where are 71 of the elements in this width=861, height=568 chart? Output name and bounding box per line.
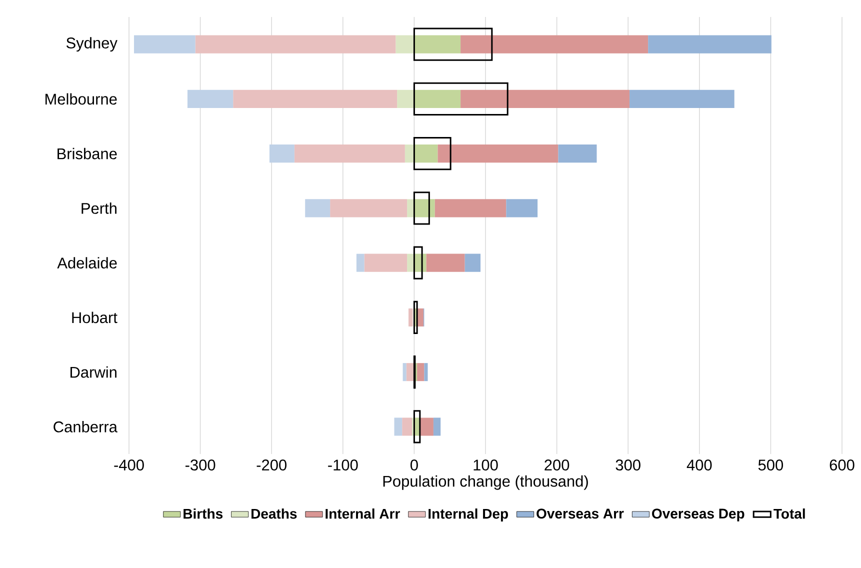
legend-label: Births <box>184 508 223 519</box>
legend-label: Deaths <box>252 508 297 519</box>
bar <box>413 300 418 334</box>
x-tick-label: 100 <box>474 460 498 471</box>
bar <box>413 82 508 116</box>
bar <box>417 363 424 382</box>
bar <box>413 192 430 225</box>
bar <box>404 144 414 163</box>
bar <box>294 144 405 163</box>
bar <box>407 199 414 218</box>
x-tick-label: 200 <box>544 460 570 471</box>
x-tick-label: 300 <box>616 460 640 471</box>
bar <box>402 363 406 382</box>
bar <box>506 199 538 218</box>
y-tick-label: Hobart <box>72 312 118 324</box>
legend-label: Overseas Dep <box>652 508 744 522</box>
bar <box>187 90 234 108</box>
x-tick-label: 500 <box>758 460 784 471</box>
bar <box>330 199 408 218</box>
x-tick-label: 600 <box>830 460 854 471</box>
bar <box>233 90 398 108</box>
bar <box>413 246 423 280</box>
bar <box>407 254 414 272</box>
bar <box>413 410 421 444</box>
bar <box>558 144 597 163</box>
y-tick-label: Perth <box>82 202 116 214</box>
x-tick-label: -200 <box>256 460 287 471</box>
y-tick-label: Adelaide <box>57 257 117 269</box>
bar <box>364 254 408 272</box>
bar <box>460 35 648 54</box>
bar <box>414 35 461 54</box>
bar <box>648 35 772 54</box>
bar <box>305 199 330 218</box>
legend-label: Internal Dep <box>428 508 508 522</box>
bar <box>630 90 734 108</box>
bar <box>195 35 396 54</box>
bar <box>438 144 558 163</box>
bar <box>414 144 438 163</box>
bar <box>413 136 452 170</box>
legend-label: Internal Arr <box>326 508 400 519</box>
bar <box>394 418 402 436</box>
legend-label: Overseas Arr <box>536 508 624 519</box>
bar <box>397 90 414 108</box>
bar <box>134 35 196 54</box>
bar <box>414 90 461 108</box>
bar <box>396 35 414 54</box>
bar <box>413 355 416 389</box>
bar <box>434 199 506 218</box>
x-tick-label: -400 <box>114 460 144 471</box>
y-tick-label: Sydney <box>66 37 118 52</box>
x-axis-title: Population change (thousand) <box>383 475 588 490</box>
x-tick-label: 400 <box>686 460 712 471</box>
y-tick-label: Darwin <box>70 366 116 378</box>
x-tick-label: 0 <box>410 460 418 471</box>
bar <box>413 28 493 61</box>
bar <box>426 254 465 272</box>
bar <box>408 308 413 326</box>
legend-label: Total <box>774 508 805 519</box>
bar <box>420 418 434 436</box>
bar <box>460 90 630 108</box>
x-tick-label: -100 <box>328 460 358 471</box>
bar <box>433 418 441 436</box>
x-tick-label: -300 <box>185 460 216 471</box>
bar <box>424 363 428 382</box>
y-tick-label: Canberra <box>54 421 118 432</box>
bar <box>356 254 364 272</box>
bar <box>402 418 412 436</box>
bar <box>269 144 294 163</box>
y-tick-label: Brisbane <box>58 148 117 160</box>
bar <box>464 254 481 272</box>
y-tick-label: Melbourne <box>46 93 117 105</box>
